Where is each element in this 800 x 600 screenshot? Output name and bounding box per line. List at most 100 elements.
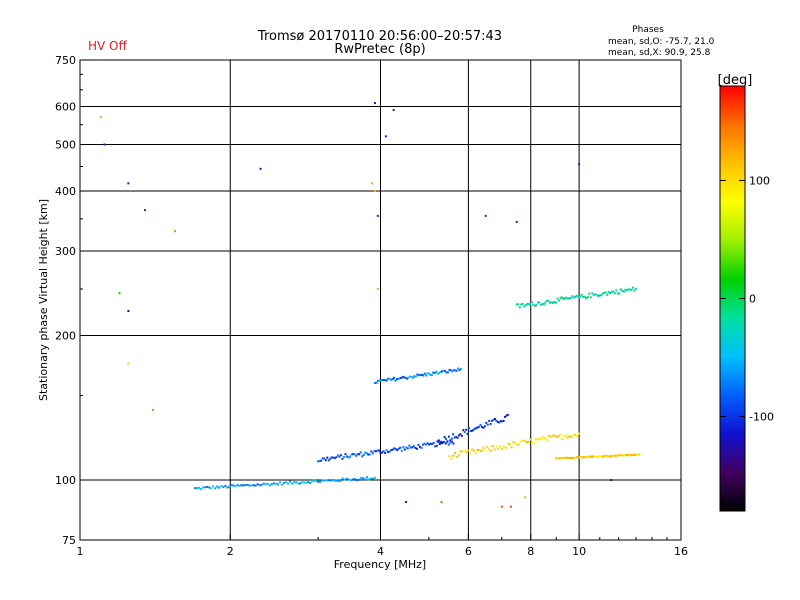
data-point — [337, 479, 340, 482]
data-point — [422, 443, 425, 446]
data-point — [264, 483, 267, 486]
data-point — [387, 451, 390, 454]
data-point — [439, 441, 442, 444]
data-point — [566, 456, 569, 459]
data-point — [564, 434, 567, 437]
data-point — [204, 486, 207, 489]
data-point — [368, 453, 371, 456]
data-point — [489, 449, 492, 452]
data-point — [374, 381, 377, 384]
data-point — [527, 440, 530, 443]
data-point — [622, 454, 625, 457]
data-point — [585, 297, 588, 300]
x-axis: 1 2 4 6 8 10 16 — [77, 534, 688, 558]
data-point — [583, 295, 586, 298]
data-point — [610, 455, 613, 458]
data-point — [234, 485, 237, 488]
data-point — [320, 459, 323, 462]
data-point — [445, 437, 448, 440]
data-point — [259, 167, 262, 170]
data-point — [502, 419, 505, 422]
data-point — [561, 438, 564, 441]
data-point — [495, 445, 498, 448]
data-point — [317, 480, 320, 483]
data-point — [529, 438, 532, 441]
data-point — [574, 295, 577, 298]
data-point — [448, 368, 451, 371]
data-point — [569, 457, 572, 460]
data-point — [374, 102, 377, 105]
data-point — [474, 452, 477, 455]
data-point — [545, 299, 548, 302]
data-point — [399, 446, 402, 449]
data-point — [601, 455, 604, 458]
data-point — [402, 446, 405, 449]
data-point — [607, 455, 610, 458]
data-point — [555, 301, 558, 304]
data-point — [589, 296, 592, 299]
grid-lines — [80, 60, 681, 540]
data-point — [361, 455, 364, 458]
data-point — [636, 453, 639, 456]
data-point — [455, 435, 458, 438]
data-point — [527, 303, 530, 306]
data-point — [559, 456, 562, 459]
data-point — [327, 479, 330, 482]
data-point — [568, 435, 571, 438]
data-point — [370, 450, 373, 453]
x-tick-label: 2 — [227, 545, 234, 558]
data-point — [582, 295, 585, 298]
data-point — [250, 484, 253, 487]
data-point — [635, 453, 638, 456]
data-point — [450, 437, 453, 440]
data-point — [525, 441, 528, 444]
data-point — [605, 454, 608, 457]
data-point — [538, 301, 541, 304]
data-point — [564, 297, 567, 300]
data-point — [590, 455, 593, 458]
data-point — [534, 438, 537, 441]
data-point — [406, 447, 409, 450]
data-point — [196, 487, 199, 490]
data-point — [103, 143, 106, 146]
data-point — [323, 457, 326, 460]
data-point — [524, 496, 527, 499]
data-point — [437, 439, 440, 442]
data-point — [612, 290, 615, 293]
data-point — [331, 478, 334, 481]
data-point — [442, 441, 445, 444]
x-tick-label: 8 — [527, 545, 534, 558]
data-point — [240, 484, 243, 487]
data-point — [460, 434, 463, 437]
data-point — [542, 436, 545, 439]
data-point — [556, 457, 559, 460]
data-point — [449, 439, 452, 442]
data-point — [214, 487, 217, 490]
data-point — [417, 443, 420, 446]
data-point — [597, 295, 600, 298]
data-point — [628, 288, 631, 291]
colorbar-label: [deg] — [718, 73, 753, 88]
data-point — [151, 408, 154, 411]
data-point — [450, 458, 453, 461]
data-point — [392, 109, 395, 112]
data-point — [632, 453, 635, 456]
data-point — [349, 455, 352, 458]
data-point — [501, 420, 504, 423]
data-point — [295, 481, 298, 484]
data-point — [377, 449, 380, 452]
data-point — [463, 449, 466, 452]
data-point — [570, 435, 573, 438]
data-point — [631, 286, 634, 289]
data-point — [339, 454, 342, 457]
data-point — [375, 381, 378, 384]
data-point — [576, 294, 579, 297]
data-point — [506, 413, 509, 416]
data-point — [220, 484, 223, 487]
data-point — [230, 484, 233, 487]
data-point — [523, 439, 526, 442]
phases-x-mean: mean, sd,X: 90.9, 25.8 — [608, 48, 711, 58]
data-point — [246, 483, 249, 486]
data-point — [398, 377, 401, 380]
y-axis: 75 100 200 300 400 500 600 750 — [55, 54, 86, 547]
